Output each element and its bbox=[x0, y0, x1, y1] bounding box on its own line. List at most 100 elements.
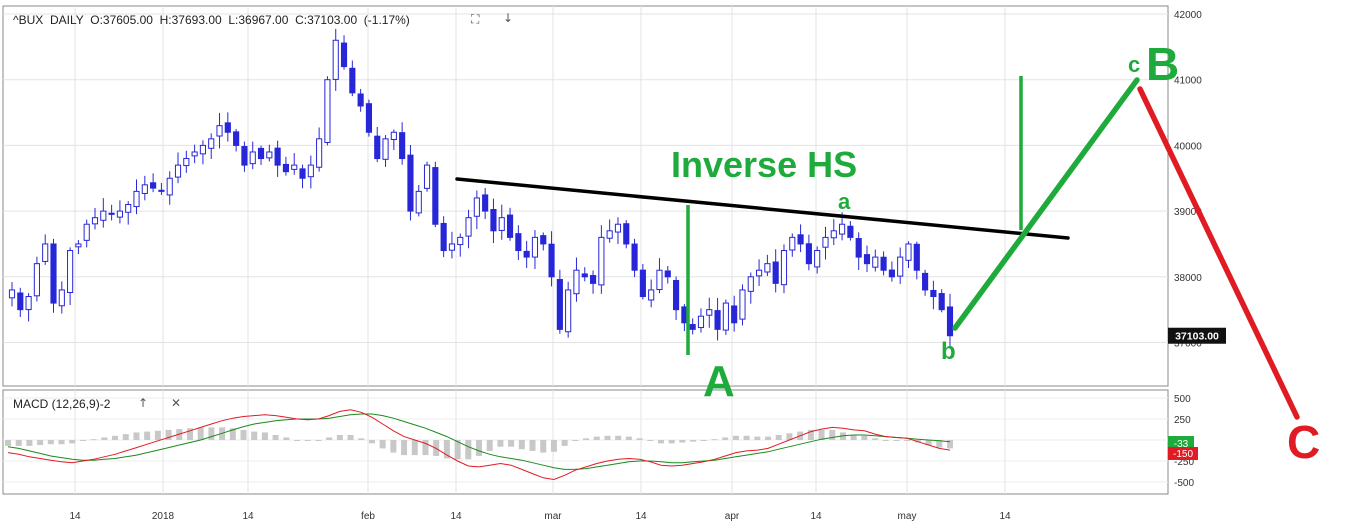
candle bbox=[764, 254, 771, 277]
close-icon[interactable]: ✕ bbox=[171, 396, 182, 410]
candle bbox=[166, 171, 173, 205]
arrow-up-icon[interactable]: ↑ bbox=[138, 396, 149, 410]
candle bbox=[390, 129, 397, 151]
candle-body bbox=[133, 190, 140, 208]
macd-histogram-bar bbox=[465, 440, 472, 460]
macd-histogram-bar bbox=[647, 440, 654, 441]
candle bbox=[183, 150, 190, 173]
candle bbox=[415, 184, 422, 217]
x-tick-label: mar bbox=[544, 511, 562, 522]
macd-histogram-bar bbox=[294, 440, 301, 441]
candle-body bbox=[573, 269, 580, 295]
candle bbox=[631, 238, 638, 278]
macd-histogram-bar bbox=[850, 434, 857, 440]
macd-histogram-bar bbox=[904, 440, 911, 441]
candle-body bbox=[75, 243, 82, 248]
macd-histogram-bar bbox=[593, 436, 600, 440]
candle-body bbox=[473, 197, 480, 217]
candle bbox=[797, 224, 804, 253]
macd-histogram-bar bbox=[240, 429, 247, 440]
candle-body bbox=[938, 293, 945, 311]
macd-histogram-bar bbox=[326, 437, 333, 440]
macd-histogram-bar bbox=[58, 440, 65, 445]
candle-body bbox=[432, 167, 439, 225]
candle-body bbox=[166, 177, 173, 196]
expand-icon[interactable]: ⛶ bbox=[471, 12, 480, 26]
candle-body bbox=[100, 210, 107, 221]
candle-body bbox=[299, 168, 306, 179]
candle bbox=[606, 219, 613, 243]
candle-body bbox=[606, 230, 613, 239]
candle bbox=[332, 28, 339, 91]
candle bbox=[905, 241, 912, 269]
candle bbox=[888, 261, 895, 282]
candle bbox=[672, 276, 680, 320]
candle-body bbox=[249, 151, 256, 165]
candle-body bbox=[382, 138, 389, 160]
macd-histogram-bar bbox=[732, 435, 739, 440]
candle-body bbox=[191, 151, 198, 157]
candle-body bbox=[506, 214, 514, 238]
candle bbox=[266, 144, 273, 162]
candle-body bbox=[756, 269, 763, 277]
candle bbox=[8, 282, 16, 307]
macd-tick-label: -250 bbox=[1174, 457, 1194, 468]
macd-histogram-bar bbox=[454, 440, 461, 460]
macd-histogram-bar bbox=[540, 440, 547, 453]
y-tick-label: 37000 bbox=[1174, 339, 1202, 350]
candle bbox=[75, 240, 82, 255]
y-tick-label: 41000 bbox=[1174, 76, 1202, 87]
macd-histogram-bar bbox=[947, 440, 953, 449]
candle-body bbox=[357, 93, 364, 107]
candle-body bbox=[706, 309, 713, 316]
macd-histogram-bar bbox=[572, 440, 579, 441]
macd-histogram-bar bbox=[390, 440, 397, 453]
candle-body bbox=[839, 223, 846, 235]
candle bbox=[565, 281, 572, 338]
candle bbox=[722, 299, 729, 335]
chart-grid bbox=[2, 5, 1169, 495]
candle bbox=[150, 173, 157, 193]
y-tick-label: 38000 bbox=[1174, 273, 1202, 284]
candle-body bbox=[365, 103, 373, 133]
candle-body bbox=[531, 236, 539, 258]
candle bbox=[664, 266, 671, 284]
neckline bbox=[455, 177, 1070, 240]
wave-c-projection bbox=[952, 77, 1140, 331]
signal-value-tag: -150 bbox=[1173, 449, 1193, 460]
candle bbox=[282, 156, 290, 176]
x-tick-label: 2018 bbox=[152, 511, 175, 522]
candle-body bbox=[457, 236, 464, 246]
candle bbox=[191, 144, 198, 164]
candle bbox=[880, 251, 887, 276]
candle-body bbox=[490, 209, 497, 232]
macd-histogram-bar bbox=[476, 440, 482, 456]
macd-histogram-bar bbox=[936, 440, 943, 448]
candle bbox=[523, 240, 530, 268]
macd-histogram-bar bbox=[829, 429, 836, 440]
candle bbox=[714, 298, 721, 341]
candle-body bbox=[291, 164, 298, 170]
candle-body bbox=[689, 324, 696, 330]
macd-histogram-bar bbox=[561, 440, 568, 446]
candle-body bbox=[423, 164, 431, 189]
macd-histogram-bar bbox=[315, 440, 322, 441]
candle bbox=[50, 238, 57, 313]
wave-B-label: B bbox=[1146, 38, 1179, 90]
macd-histogram-bar bbox=[786, 433, 793, 440]
macd-histogram-bar bbox=[90, 439, 97, 441]
candle bbox=[648, 279, 655, 308]
candle bbox=[357, 88, 364, 112]
candle bbox=[623, 220, 630, 249]
candle bbox=[448, 231, 456, 259]
wave-b-label: b bbox=[941, 338, 956, 365]
arrow-down-icon[interactable]: ↓ bbox=[503, 11, 514, 25]
candle bbox=[67, 247, 74, 305]
candle bbox=[847, 221, 854, 241]
candle-body bbox=[880, 256, 887, 271]
candle bbox=[33, 256, 40, 302]
candle bbox=[100, 198, 107, 228]
candle bbox=[506, 207, 514, 241]
candle bbox=[374, 127, 381, 163]
